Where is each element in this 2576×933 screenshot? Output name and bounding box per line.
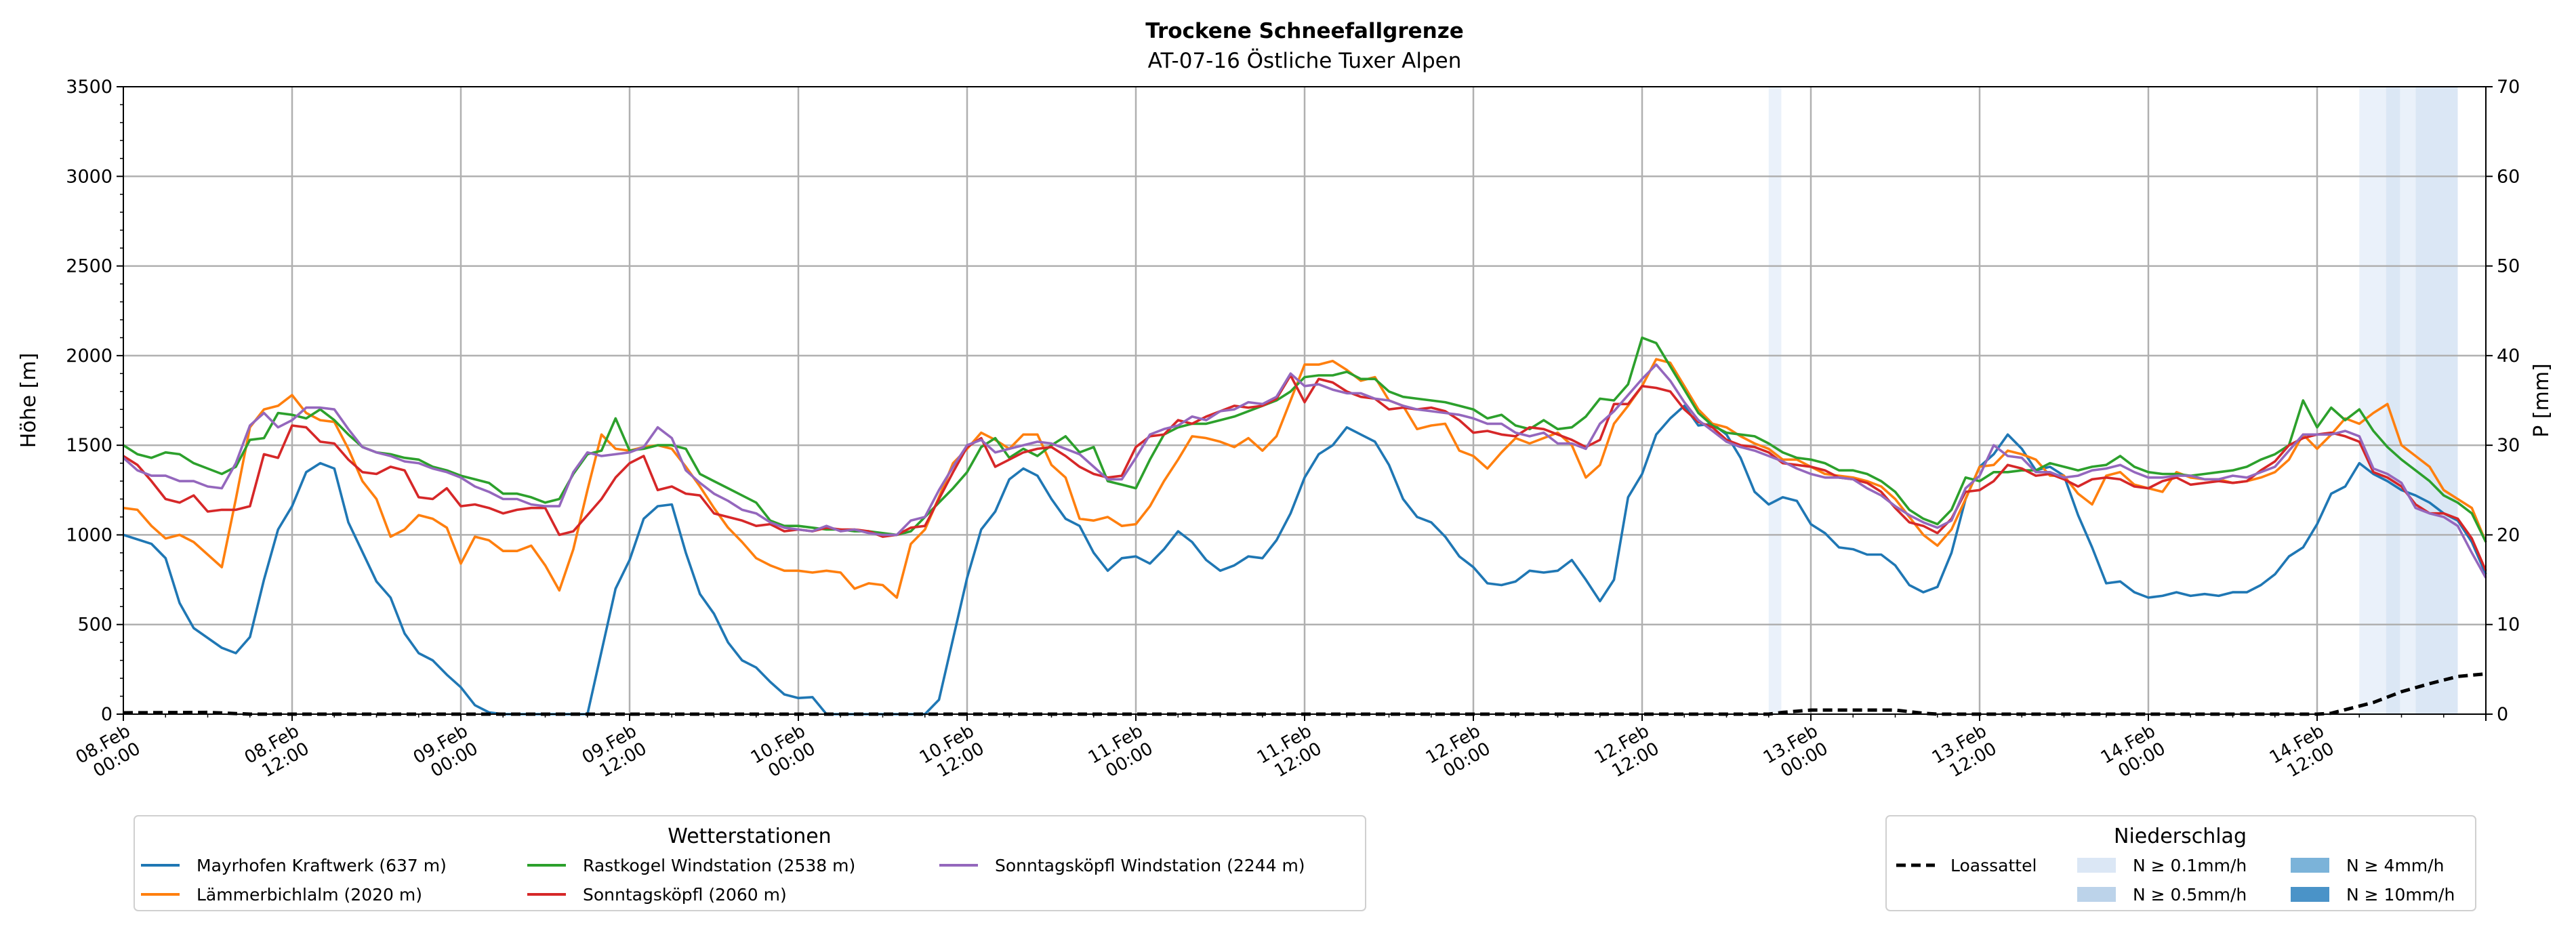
legend-precip-entry-1: N ≥ 0.5mm/h	[2077, 885, 2247, 905]
y2-tick-label-4: 40	[2497, 346, 2520, 367]
y2-tick-label-5: 50	[2497, 256, 2520, 277]
y-tick-label-3: 1500	[66, 435, 113, 456]
series-line-2	[123, 358, 2487, 599]
y2-axis-label: P [mm]	[2530, 363, 2554, 437]
y2-tick-label-7: 70	[2497, 77, 2520, 98]
y-tick-label-2: 1000	[66, 524, 113, 545]
legend-label-precip-line: Loassattel	[1950, 856, 2037, 875]
y-tick-label-1: 500	[77, 615, 113, 636]
y-tick-label-7: 3500	[66, 77, 113, 98]
legend-label-5: Sonntagsköpfl Windstation (2244 m)	[995, 856, 1305, 875]
legend-label-2: Lämmerbichlalm (2020 m)	[197, 885, 422, 905]
legend-precip-entry-2: N ≥ 4mm/h	[2291, 856, 2444, 875]
y-axis-left: 0 500 1000 1500 2000 2500 3000 3500	[66, 77, 123, 725]
chart-title: Trockene Schneefallgrenze	[1145, 19, 1464, 43]
legend-precip-swatch-0	[2077, 858, 2116, 873]
precip-band-0	[1768, 87, 1782, 714]
legend-precip-swatch-1	[2077, 887, 2116, 902]
legend-precip-title: Niederschlag	[2114, 825, 2247, 848]
y2-tick-label-1: 10	[2497, 615, 2520, 636]
legend-entry-5: Sonntagsköpfl Windstation (2244 m)	[939, 856, 1305, 875]
legend-entry-2: Lämmerbichlalm (2020 m)	[141, 885, 422, 905]
y2-tick-label-3: 30	[2497, 435, 2520, 456]
legend-stations: Wetterstationen Mayrhofen Kraftwerk (637…	[134, 815, 1366, 911]
series-line-4	[123, 374, 2487, 572]
legend-entry-3: Rastkogel Windstation (2538 m)	[527, 856, 855, 875]
legend-label-1: Mayrhofen Kraftwerk (637 m)	[197, 856, 447, 875]
y-axis-right: 0 10 20 30 40 50 60 70	[2486, 77, 2520, 725]
y-tick-label-5: 2500	[66, 256, 113, 277]
series-line-5	[122, 363, 2487, 579]
series-layer	[122, 336, 2487, 716]
legend-precip-label-1: N ≥ 0.5mm/h	[2133, 885, 2247, 905]
legend-entry-precip-line: Loassattel	[1896, 856, 2037, 875]
series-line-3	[123, 336, 2487, 543]
legend-precip-label-3: N ≥ 10mm/h	[2346, 885, 2455, 905]
legend-precip-label-0: N ≥ 0.1mm/h	[2133, 856, 2247, 875]
legend-precip-label-2: N ≥ 4mm/h	[2346, 856, 2444, 875]
legend-entry-4: Sonntagsköpfl (2060 m)	[527, 885, 787, 905]
y-axis-label: Höhe [m]	[17, 353, 41, 449]
legend-label-3: Rastkogel Windstation (2538 m)	[583, 856, 855, 875]
precip-band-1	[2359, 87, 2386, 714]
legend-precip-swatch-3	[2291, 887, 2329, 902]
legend-precip-entry-0: N ≥ 0.1mm/h	[2077, 856, 2247, 875]
y2-tick-label-0: 0	[2497, 704, 2508, 725]
y-tick-label-4: 2000	[66, 346, 113, 367]
y2-tick-label-6: 60	[2497, 166, 2520, 187]
chart-subtitle: AT-07-16 Östliche Tuxer Alpen	[1148, 48, 1462, 73]
legend-stations-title: Wetterstationen	[668, 825, 831, 848]
legend-precip-entry-3: N ≥ 10mm/h	[2291, 885, 2455, 905]
y-tick-label-6: 3000	[66, 166, 113, 187]
y2-tick-label-2: 20	[2497, 524, 2520, 545]
legend-label-4: Sonntagsköpfl (2060 m)	[583, 885, 787, 905]
legend-precip-swatch-2	[2291, 858, 2329, 873]
grid-layer	[123, 87, 2486, 714]
precip-band-3	[2400, 87, 2416, 714]
precip-band-2	[2386, 87, 2400, 714]
y-tick-label-0: 0	[101, 704, 113, 725]
legend-entry-1: Mayrhofen Kraftwerk (637 m)	[141, 856, 447, 875]
legend-precip: Niederschlag Loassattel N ≥ 0.1mm/h N ≥ 0…	[1885, 815, 2476, 911]
legend-stations-frame	[134, 815, 1366, 911]
series-line-1	[123, 405, 2487, 716]
precip-band-4	[2415, 87, 2458, 714]
precip-bands-layer	[1768, 87, 2458, 714]
